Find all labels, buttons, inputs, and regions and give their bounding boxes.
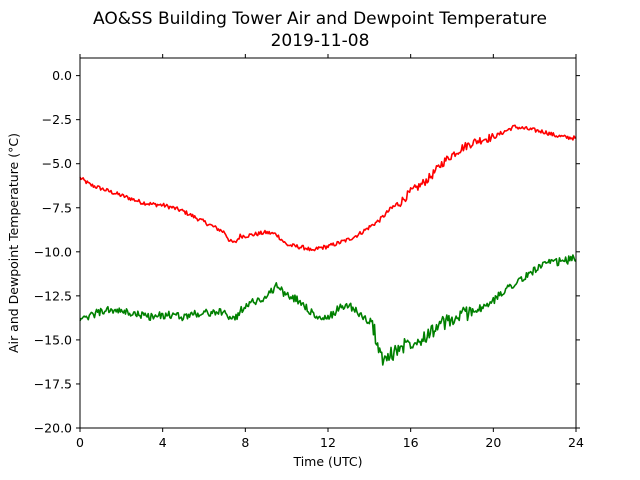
y-tick-label: −10.0 [34, 244, 72, 259]
x-axis: 0 4 8 12 16 20 24 [76, 54, 584, 450]
series-line-2 [79, 254, 577, 366]
y-tick-label: 0.0 [52, 68, 72, 83]
chart-title: AO&SS Building Tower Air and Dewpoint Te… [93, 9, 547, 29]
series-line-1 [79, 124, 577, 252]
y-axis: 0.0 −2.5 −5.0 −7.5 −10.0 −12.5 −15.0 −17.5 −20.0 [34, 68, 580, 436]
y-tick-label: −12.5 [34, 288, 72, 303]
y-tick-label: −5.0 [42, 156, 72, 171]
x-tick-label: 20 [485, 435, 501, 450]
x-tick-label: 4 [159, 435, 167, 450]
x-tick-label: 8 [241, 435, 249, 450]
y-axis-label: Air and Dewpoint Temperature (°C) [6, 133, 21, 353]
plot-area [79, 124, 577, 366]
y-tick-label: −20.0 [34, 421, 72, 436]
y-tick-label: −2.5 [42, 112, 72, 127]
y-tick-label: −17.5 [34, 376, 72, 391]
x-tick-label: 12 [320, 435, 336, 450]
x-tick-label: 16 [403, 435, 419, 450]
y-tick-label: −15.0 [34, 332, 72, 347]
x-tick-label: 24 [568, 435, 584, 450]
x-tick-label: 0 [76, 435, 84, 450]
x-axis-label: Time (UTC) [292, 454, 362, 469]
y-tick-label: −7.5 [42, 200, 72, 215]
chart-subtitle: 2019-11-08 [271, 31, 370, 51]
